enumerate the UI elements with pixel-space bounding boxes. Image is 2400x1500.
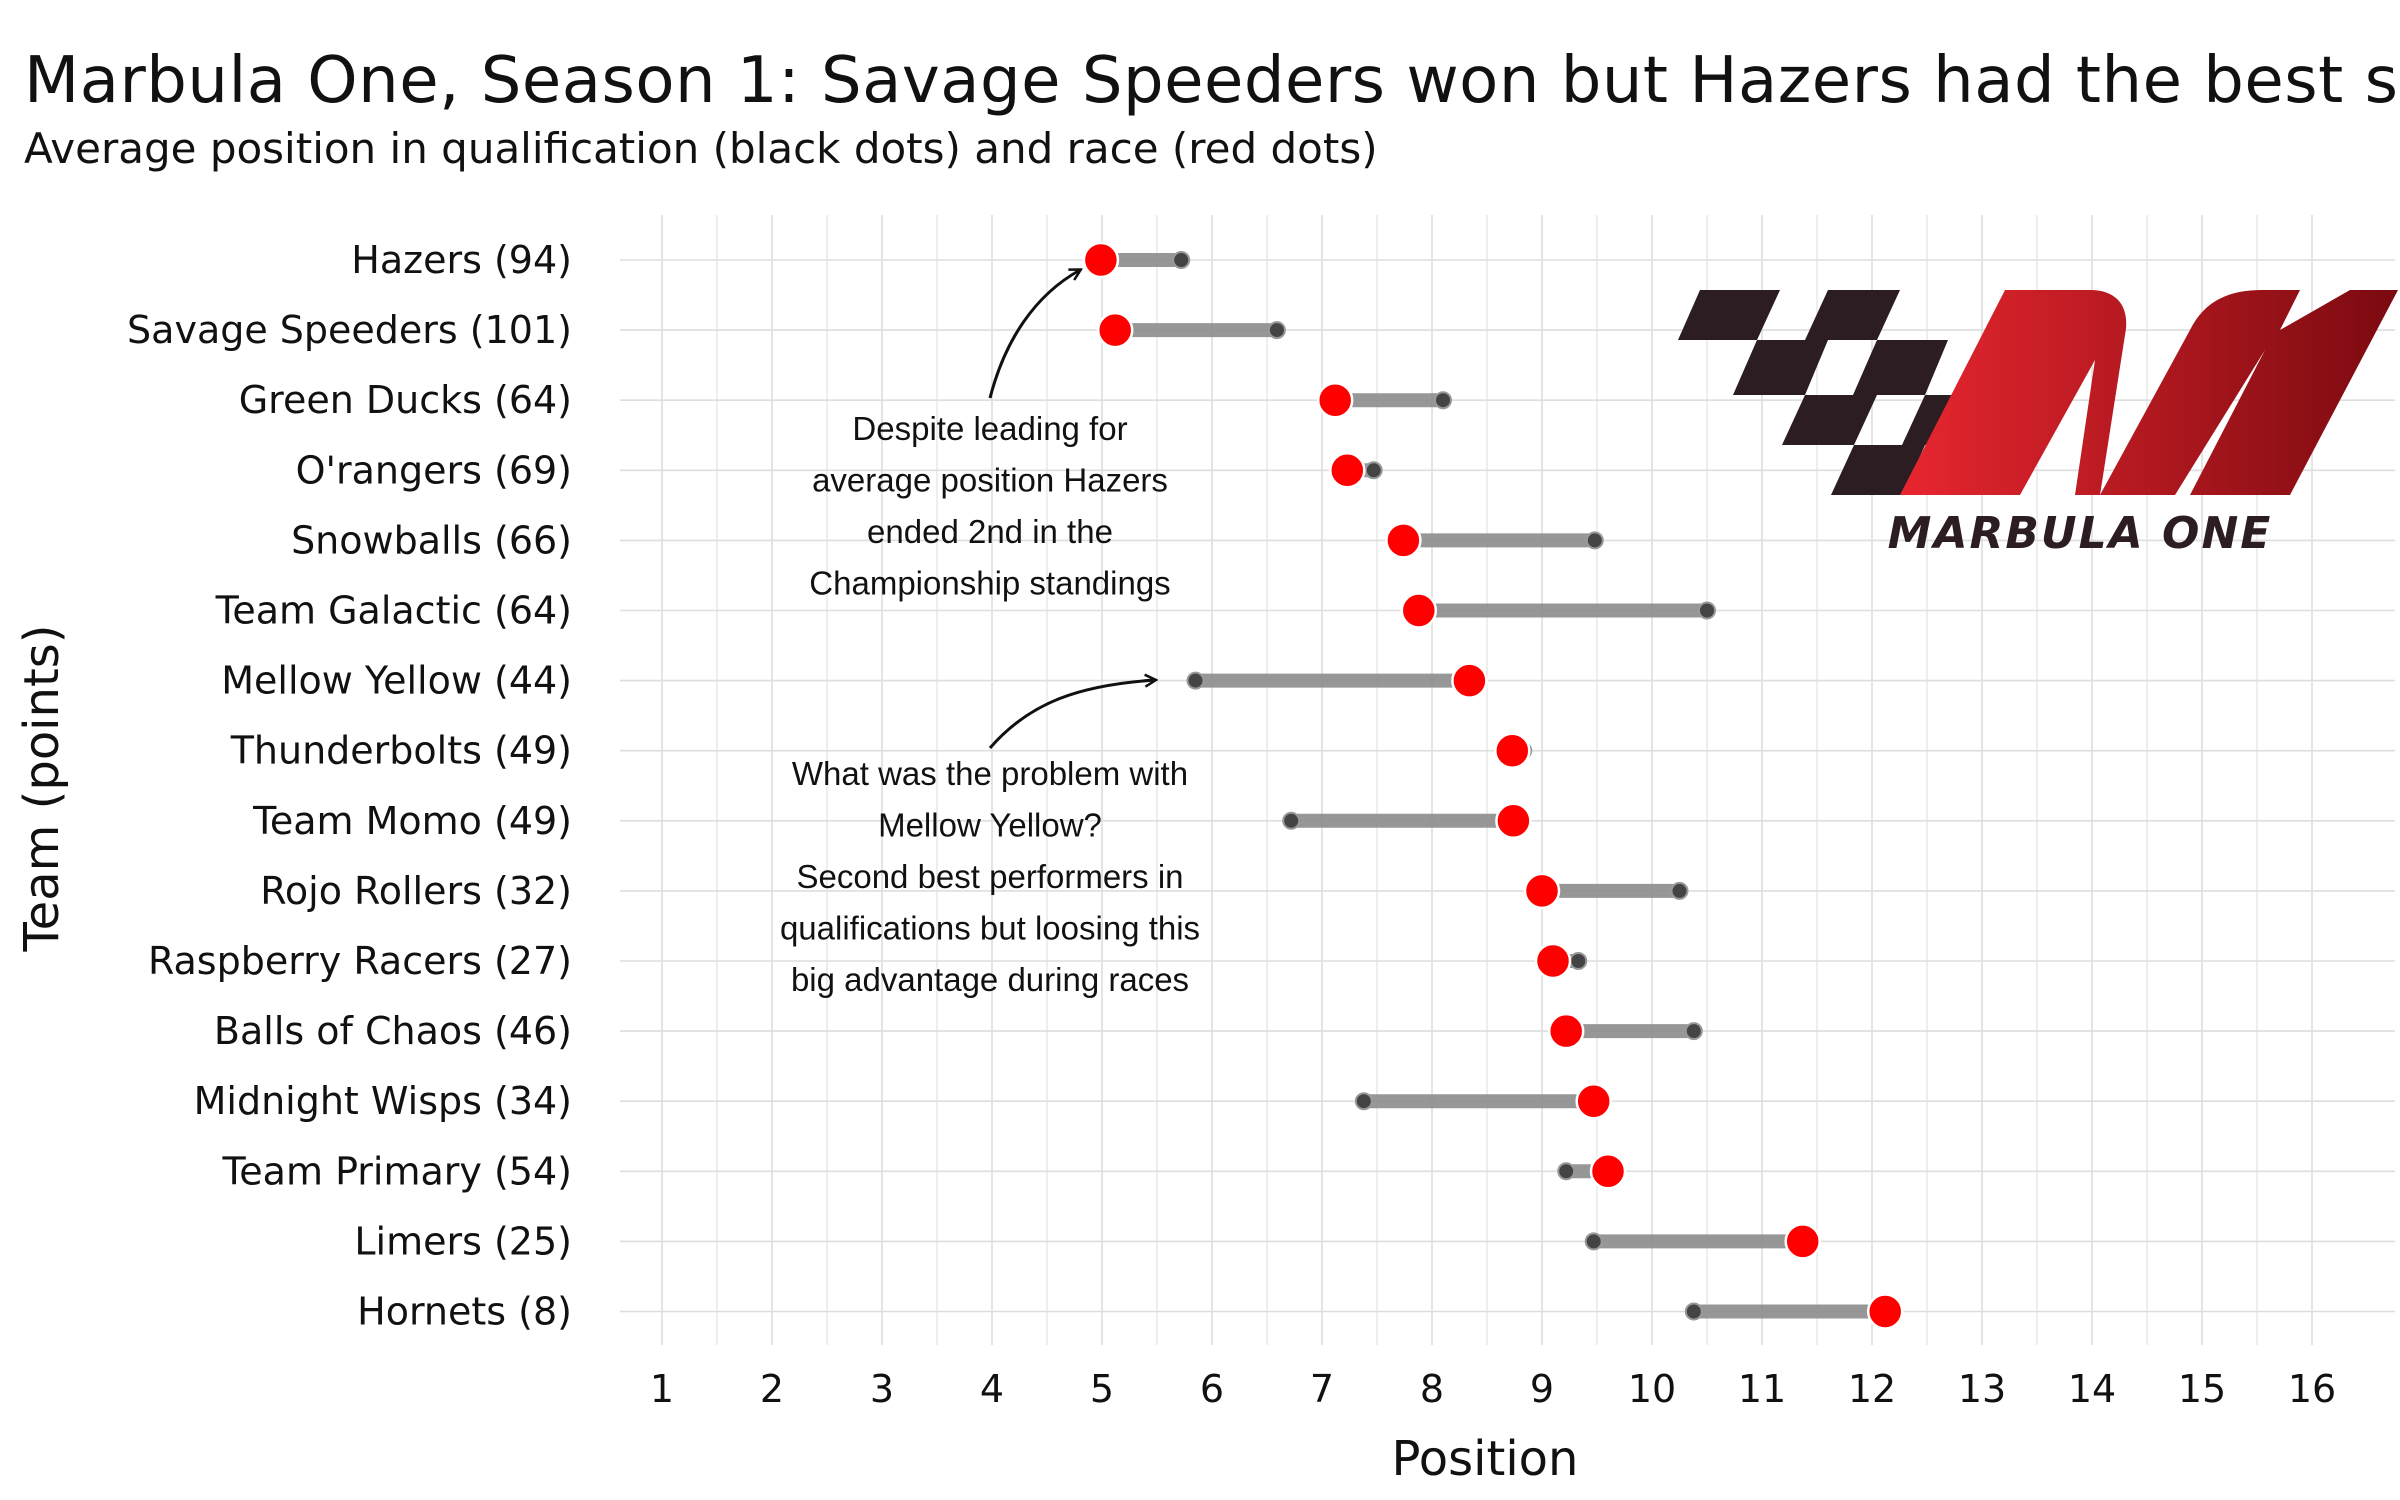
y-tick-label: Green Ducks (64) — [239, 378, 572, 422]
y-tick-label: Team Galactic (64) — [215, 589, 572, 633]
y-tick-label: Thunderbolts (49) — [230, 729, 572, 773]
y-tick-label: Mellow Yellow (44) — [221, 659, 572, 703]
x-tick-label: 8 — [1420, 1367, 1444, 1411]
x-tick-label: 4 — [980, 1367, 1004, 1411]
x-tick-label: 2 — [760, 1367, 784, 1411]
race-dot — [1385, 522, 1422, 559]
x-tick-label: 11 — [1738, 1367, 1786, 1411]
y-tick-label: O'rangers (69) — [296, 448, 572, 492]
race-dot — [1575, 1082, 1612, 1120]
race-dot — [1082, 241, 1120, 279]
qualification-dot — [1364, 461, 1383, 480]
race-dot — [1316, 381, 1354, 419]
race-dot — [1547, 1012, 1585, 1050]
annotation-line: ended 2nd in the — [867, 513, 1113, 550]
x-tick-label: 6 — [1200, 1367, 1224, 1411]
race-dot — [1329, 452, 1366, 489]
race-dot — [1495, 802, 1532, 840]
qualification-dot — [1186, 671, 1205, 690]
annotation-line: Championship standings — [809, 565, 1170, 602]
qualification-dot — [1557, 1162, 1576, 1181]
race-dot — [1494, 732, 1531, 769]
x-tick-label: 13 — [1958, 1367, 2006, 1411]
qualification-dot — [1684, 1302, 1703, 1321]
annotation-mellow-yellow — [988, 680, 1155, 749]
qualification-dot — [1267, 321, 1286, 340]
race-dot — [1451, 662, 1488, 699]
annotation-line: Second best performers in — [796, 858, 1183, 895]
dumbbell-segments — [1100, 253, 1886, 1319]
logo-text: MARBULA ONE — [1888, 508, 2273, 559]
x-tick-label: 14 — [2068, 1367, 2116, 1411]
qualification-dot — [1282, 811, 1301, 830]
y-tick-label: Hornets (8) — [357, 1290, 572, 1334]
y-tick-label: Hazers (94) — [351, 238, 572, 282]
race-dot — [1400, 592, 1438, 629]
y-tick-label: Savage Speeders (101) — [127, 308, 572, 352]
annotation-line: average position Hazers — [812, 462, 1168, 499]
x-tick-label: 7 — [1310, 1367, 1334, 1411]
qualification-dot — [1684, 1022, 1703, 1041]
qualification-dot — [1670, 881, 1689, 900]
qualification-dot — [1172, 251, 1191, 269]
annotation-line: What was the problem with — [792, 755, 1188, 792]
chart-subtitle: Average position in qualification (black… — [24, 124, 1378, 173]
race-dots — [1082, 241, 1904, 1330]
y-tick-label: Snowballs (66) — [291, 518, 572, 562]
race-dot — [1534, 942, 1572, 980]
annotation-arrow-hazers — [988, 270, 1080, 399]
y-tick-label: Midnight Wisps (34) — [194, 1079, 572, 1123]
race-dot — [1523, 872, 1561, 910]
x-tick-label: 5 — [1090, 1367, 1114, 1411]
annotation-arrow-mellow-yellow — [988, 680, 1155, 749]
annotation-line: big advantage during races — [791, 961, 1189, 998]
x-tick-label: 9 — [1530, 1367, 1554, 1411]
y-tick-label: Balls of Chaos (46) — [214, 1009, 572, 1053]
qualification-dot — [1584, 1232, 1603, 1251]
qualification-dot — [1434, 391, 1452, 410]
race-dot — [1866, 1293, 1904, 1330]
race-dot — [1096, 311, 1134, 349]
x-tick-label: 15 — [2178, 1367, 2226, 1411]
x-axis-title: Position — [1392, 1431, 1579, 1487]
qualification-dots — [1172, 251, 1716, 1321]
y-axis-title: Team (points) — [14, 625, 70, 953]
x-tick-label: 16 — [2288, 1367, 2336, 1411]
x-tick-label: 1 — [650, 1367, 674, 1411]
race-dot — [1784, 1223, 1821, 1260]
qualification-dot — [1585, 531, 1604, 550]
x-tick-label: 3 — [870, 1367, 894, 1411]
x-tick-labels: 1 2 3 4 5 6 7 8 9 10 11 12 13 14 15 16 — [650, 1367, 2336, 1411]
y-tick-label: Raspberry Racers (27) — [148, 939, 572, 983]
y-tick-labels: Hazers (94) Savage Speeders (101) Green Du… — [127, 238, 572, 1334]
marbula-one-logo: MARBULA ONE — [1678, 290, 2398, 559]
annotation-line: Despite leading for — [852, 410, 1127, 447]
chart-title: Marbula One, Season 1: Savage Speeders w… — [24, 44, 2399, 118]
qualification-dot — [1569, 952, 1588, 970]
annotation-line: Mellow Yellow? — [878, 807, 1102, 844]
annotation-texts: Despite leading for average position Haze… — [780, 410, 1200, 998]
race-dot — [1589, 1153, 1627, 1190]
y-tick-label: Team Primary (54) — [222, 1149, 572, 1193]
y-tick-label: Limers (25) — [354, 1219, 572, 1263]
qualification-dot — [1354, 1092, 1373, 1111]
x-tick-label: 12 — [1848, 1367, 1896, 1411]
y-tick-label: Rojo Rollers (32) — [260, 869, 572, 913]
annotation-line: qualifications but loosing this — [780, 910, 1200, 947]
qualification-dot — [1698, 601, 1716, 620]
y-tick-label: Team Momo (49) — [252, 799, 572, 843]
annotation-hazers — [988, 270, 1080, 399]
x-tick-label: 10 — [1628, 1367, 1676, 1411]
